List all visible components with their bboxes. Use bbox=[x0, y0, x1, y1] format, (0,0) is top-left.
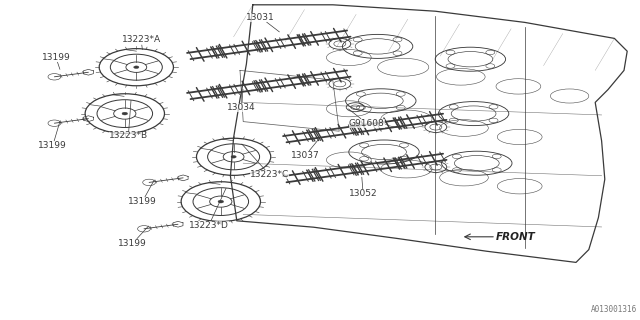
Text: 13034: 13034 bbox=[227, 89, 256, 112]
Text: G91608: G91608 bbox=[348, 109, 385, 128]
Text: FRONT: FRONT bbox=[496, 232, 536, 242]
Text: 13052: 13052 bbox=[349, 177, 378, 198]
Text: A013001316: A013001316 bbox=[591, 305, 637, 314]
Text: 13199: 13199 bbox=[42, 53, 70, 69]
Text: 13223*C: 13223*C bbox=[242, 144, 289, 179]
Text: 13031: 13031 bbox=[246, 13, 280, 32]
Circle shape bbox=[218, 200, 223, 203]
Text: 13199: 13199 bbox=[38, 121, 67, 150]
Text: 13223*A: 13223*A bbox=[122, 36, 161, 50]
Text: 13199: 13199 bbox=[128, 180, 157, 206]
Text: 13199: 13199 bbox=[118, 226, 148, 248]
Text: 13223*B: 13223*B bbox=[109, 100, 148, 140]
Text: 13037: 13037 bbox=[291, 140, 320, 160]
Circle shape bbox=[231, 156, 236, 158]
Circle shape bbox=[134, 66, 139, 68]
Circle shape bbox=[122, 112, 127, 115]
Text: 13223*D: 13223*D bbox=[189, 188, 228, 230]
